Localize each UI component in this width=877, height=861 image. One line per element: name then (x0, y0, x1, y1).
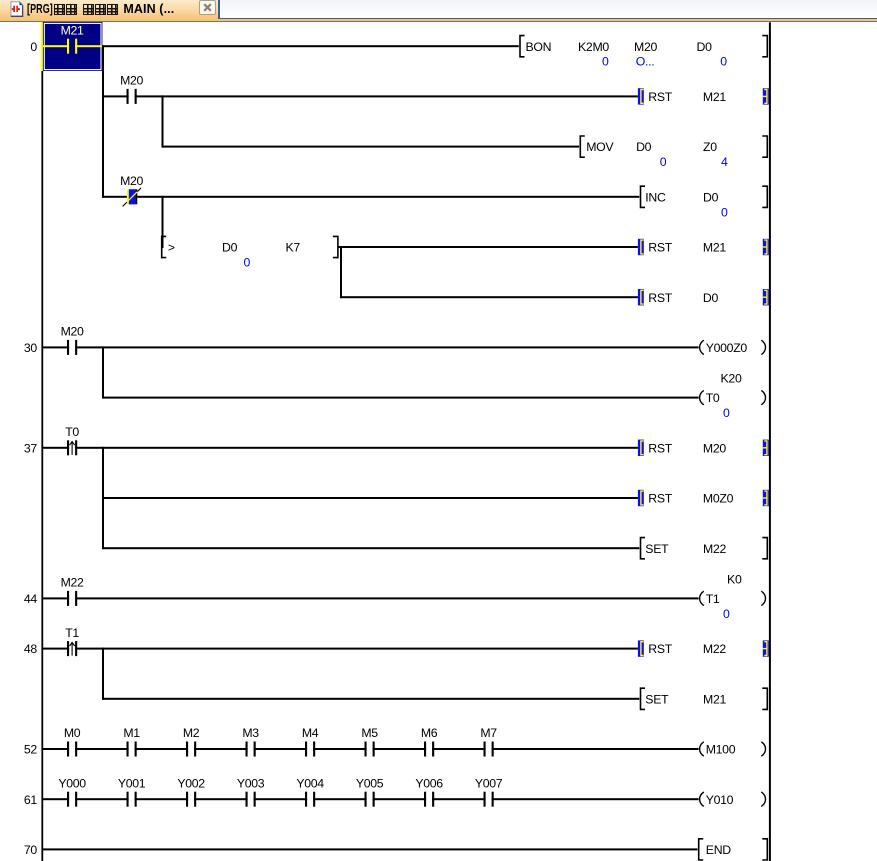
svg-text:D0: D0 (222, 241, 238, 255)
svg-text:T1: T1 (65, 626, 79, 640)
svg-text:T0: T0 (65, 425, 79, 439)
svg-text:D0: D0 (636, 140, 652, 154)
svg-text:D0: D0 (697, 40, 713, 54)
svg-text:30: 30 (24, 341, 38, 355)
svg-text:M0: M0 (64, 726, 81, 740)
svg-text:M20: M20 (120, 174, 143, 188)
svg-text:M20: M20 (120, 74, 143, 88)
svg-text:0: 0 (602, 55, 609, 69)
svg-text:0: 0 (723, 406, 730, 420)
svg-text:0: 0 (243, 256, 250, 270)
svg-text:K7: K7 (286, 241, 301, 255)
svg-text:0: 0 (723, 607, 730, 621)
svg-text:M22: M22 (703, 642, 726, 656)
svg-text:Y002: Y002 (177, 776, 205, 790)
svg-text:D0: D0 (703, 190, 719, 204)
svg-text:K2M0: K2M0 (578, 40, 609, 54)
svg-text:M2: M2 (183, 726, 200, 740)
svg-text:Y000: Y000 (58, 776, 86, 790)
svg-text:Y006: Y006 (415, 776, 443, 790)
svg-text:M0Z0: M0Z0 (703, 492, 734, 506)
svg-text:0: 0 (721, 205, 728, 219)
svg-text:M21: M21 (703, 90, 726, 104)
svg-text:M7: M7 (480, 726, 497, 740)
svg-text:M4: M4 (302, 726, 319, 740)
svg-text:>: > (168, 241, 175, 255)
svg-text:0: 0 (720, 55, 727, 69)
svg-text:4: 4 (721, 155, 728, 169)
svg-text:T0: T0 (706, 391, 720, 405)
svg-text:M22: M22 (61, 576, 84, 590)
svg-text:Y000Z0: Y000Z0 (706, 341, 748, 355)
svg-text:M100: M100 (706, 743, 736, 757)
svg-text:70: 70 (24, 843, 38, 857)
svg-text:Y001: Y001 (118, 776, 146, 790)
svg-text:52: 52 (24, 743, 38, 757)
svg-text:END: END (706, 843, 731, 857)
svg-text:K0: K0 (727, 572, 742, 586)
svg-text:Y007: Y007 (475, 776, 503, 790)
svg-text:SET: SET (645, 692, 669, 706)
svg-text:M21: M21 (703, 241, 726, 255)
svg-text:M5: M5 (361, 726, 378, 740)
svg-text:M1: M1 (123, 726, 140, 740)
svg-text:RST: RST (648, 291, 672, 305)
svg-text:RST: RST (648, 441, 672, 455)
svg-text:M22: M22 (703, 542, 726, 556)
svg-text:Y003: Y003 (237, 776, 265, 790)
svg-text:BON: BON (526, 40, 552, 54)
svg-text:Y005: Y005 (356, 776, 384, 790)
svg-text:SET: SET (645, 542, 669, 556)
svg-text:48: 48 (24, 642, 38, 656)
svg-text:M21: M21 (61, 23, 84, 37)
svg-text:MOV: MOV (586, 140, 614, 154)
svg-text:T1: T1 (706, 592, 720, 606)
svg-text:M20: M20 (634, 40, 657, 54)
svg-text:D0: D0 (703, 291, 719, 305)
svg-text:M20: M20 (703, 441, 726, 455)
svg-text:O...: O... (636, 55, 655, 69)
svg-text:RST: RST (648, 492, 672, 506)
svg-text:Y010: Y010 (706, 793, 734, 807)
svg-text:K20: K20 (721, 372, 742, 386)
svg-text:M6: M6 (421, 726, 438, 740)
svg-text:M21: M21 (703, 692, 726, 706)
svg-text:0: 0 (30, 40, 37, 54)
svg-text:61: 61 (24, 793, 38, 807)
svg-text:Z0: Z0 (703, 140, 717, 154)
svg-text:RST: RST (648, 642, 672, 656)
svg-text:RST: RST (648, 241, 672, 255)
svg-text:RST: RST (648, 90, 672, 104)
svg-text:0: 0 (660, 155, 667, 169)
svg-text:Y004: Y004 (296, 776, 324, 790)
svg-text:37: 37 (24, 441, 38, 455)
svg-text:INC: INC (645, 190, 666, 204)
svg-text:44: 44 (24, 592, 38, 606)
svg-text:M20: M20 (61, 325, 84, 339)
svg-text:M3: M3 (242, 726, 259, 740)
